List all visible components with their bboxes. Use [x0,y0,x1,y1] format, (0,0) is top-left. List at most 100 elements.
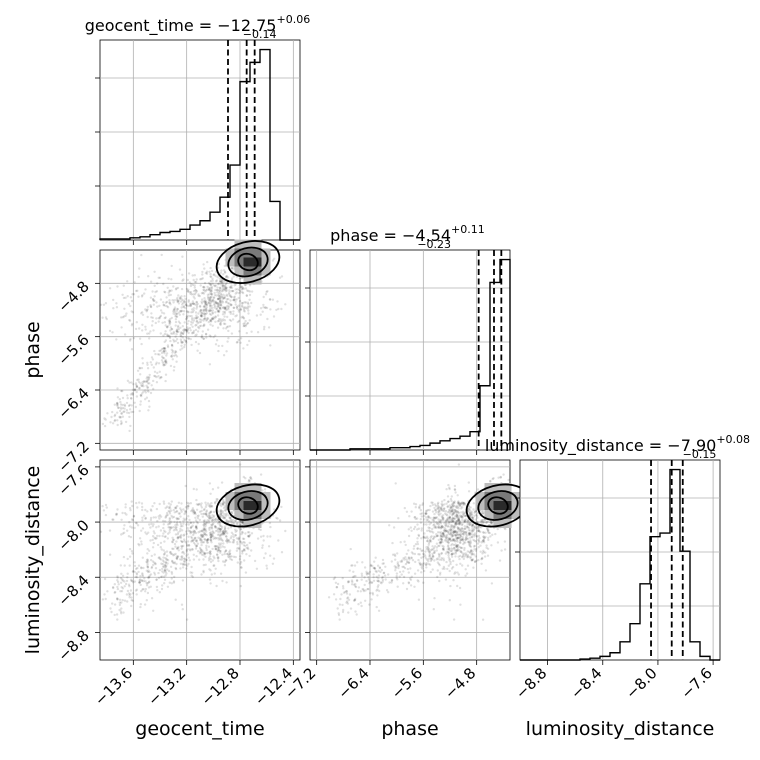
sample-point [173,306,177,309]
sample-point [212,273,215,277]
sample-point [161,321,164,324]
sample-point [186,521,189,524]
sample-point [203,521,206,524]
sample-point [238,463,242,466]
sample-point [240,566,243,569]
sample-point [156,371,159,375]
sample-point [188,559,191,562]
sample-point [228,291,231,294]
sample-point [224,559,227,562]
sample-point [217,303,220,306]
title-minus: −0.14 [243,28,277,41]
sample-point [219,280,222,283]
sample-point [177,330,180,334]
sample-point [113,403,117,406]
sample-point [238,286,241,289]
sample-point [202,558,205,561]
sample-point [201,515,204,518]
density-cell [225,257,235,267]
sample-point [199,548,202,551]
sample-point [205,309,208,313]
sample-point [204,302,207,305]
sample-point [246,307,250,310]
sample-point [164,358,167,362]
sample-point [136,369,140,372]
sample-point [133,564,137,568]
sample-point [145,560,148,563]
sample-point [200,318,203,322]
sample-point [240,532,243,536]
sample-point [178,529,182,533]
sample-point [219,321,222,325]
sample-point [205,319,208,322]
sample-point [121,396,125,400]
sample-point [225,512,228,515]
sample-point [191,331,194,334]
sample-point [507,478,510,482]
sample-point [121,579,125,582]
sample-point [148,337,151,340]
sample-point [199,538,202,542]
sample-point [219,534,223,537]
sample-point [262,556,266,560]
sample-point [208,270,211,273]
sample-point [175,510,179,513]
sample-point [150,509,153,512]
sample-point [157,515,160,518]
sample-point [246,289,249,292]
sample-point [168,290,171,293]
sample-point [239,285,243,289]
sample-point [130,404,133,407]
sample-point [187,562,190,566]
sample-point [160,548,163,551]
sample-point [146,379,150,382]
sample-point [198,502,201,506]
sample-point [172,338,175,341]
sample-point [273,508,276,511]
sample-point [165,361,168,365]
sample-point [140,589,143,593]
sample-point [213,564,216,567]
sample-point [181,563,185,566]
sample-point [244,325,247,328]
sample-point [214,526,217,529]
sample-point [203,552,206,555]
sample-point [127,411,131,415]
sample-point [158,317,161,320]
sample-point [243,324,246,327]
sample-point [213,545,216,548]
sample-point [174,335,177,338]
sample-point [236,540,239,544]
sample-point [183,533,186,536]
sample-point [123,524,126,527]
sample-point [176,341,180,345]
sample-point [192,309,195,312]
sample-point [423,518,426,521]
sample-point [202,337,205,340]
sample-point [205,309,208,312]
sample-point [207,301,211,305]
sample-point [207,515,210,518]
sample-point [225,281,229,284]
sample-point [192,319,196,322]
sample-point [145,384,148,387]
sample-point [158,534,161,538]
sample-point [204,290,207,293]
sample-point [147,531,150,534]
sample-point [221,503,224,506]
sample-point [170,514,173,518]
sample-point [125,401,129,405]
sample-point [248,319,251,322]
sample-point [226,540,230,543]
sample-point [224,515,227,518]
sample-point [225,276,228,279]
sample-point [186,329,189,332]
sample-point [101,316,104,319]
sample-point [217,309,220,312]
sample-point [140,253,143,257]
sample-point [183,538,186,541]
sample-point [186,527,189,530]
sample-point [204,302,207,306]
sample-point [217,546,220,550]
sample-point [211,488,215,491]
